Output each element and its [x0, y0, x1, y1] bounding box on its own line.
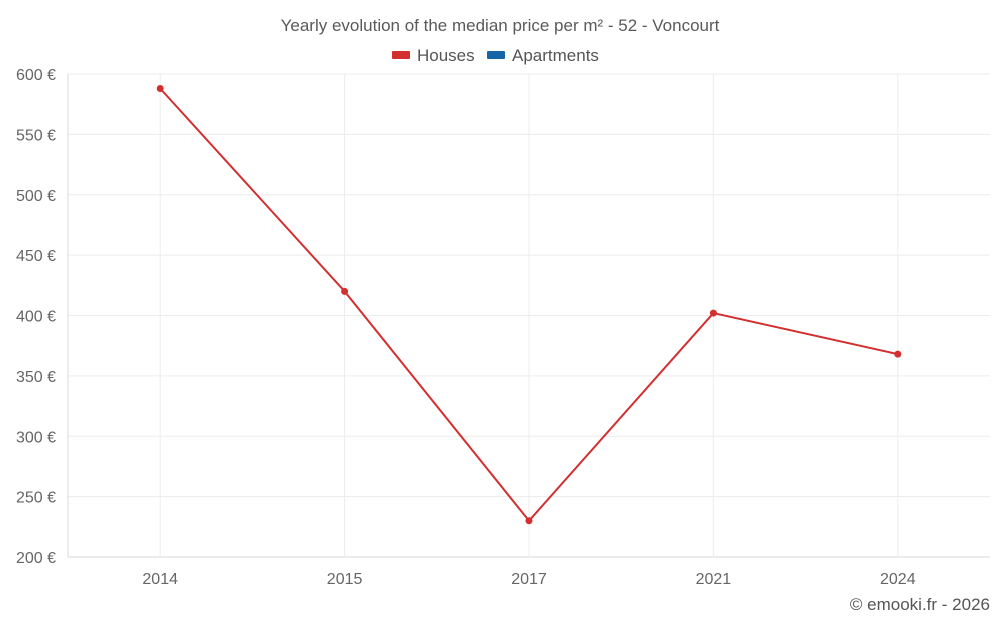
legend-swatch-apartments[interactable] — [487, 51, 505, 59]
chart-credit: © emooki.fr - 2026 — [850, 595, 990, 614]
data-point[interactable] — [156, 84, 164, 92]
x-tick-label: 2024 — [880, 571, 916, 588]
grid — [68, 73, 990, 558]
x-tick-label: 2015 — [327, 571, 363, 588]
series-layer — [156, 84, 902, 525]
legend: Houses Apartments — [392, 46, 599, 65]
chart-title: Yearly evolution of the median price per… — [281, 16, 720, 35]
legend-label-houses[interactable]: Houses — [417, 46, 475, 65]
legend-label-apartments[interactable]: Apartments — [512, 46, 599, 65]
y-tick-label: 500 € — [16, 188, 56, 205]
y-tick-label: 550 € — [16, 127, 56, 144]
data-point[interactable] — [894, 350, 902, 358]
y-tick-label: 250 € — [16, 490, 56, 507]
legend-swatch-houses[interactable] — [392, 51, 410, 59]
x-tick-label: 2017 — [511, 571, 547, 588]
data-point[interactable] — [341, 287, 349, 295]
y-tick-label: 200 € — [16, 550, 56, 567]
y-tick-label: 600 € — [16, 67, 56, 84]
x-tick-label: 2014 — [142, 571, 178, 588]
y-tick-label: 300 € — [16, 429, 56, 446]
y-tick-label: 400 € — [16, 309, 56, 326]
data-point[interactable] — [709, 309, 717, 317]
x-tick-label: 2021 — [696, 571, 732, 588]
data-point[interactable] — [525, 517, 533, 525]
y-tick-label: 350 € — [16, 369, 56, 386]
axes: 200 € 250 € 300 € 350 € 400 € 450 € 500 € 550 €… — [16, 67, 916, 588]
y-tick-label: 450 € — [16, 248, 56, 265]
